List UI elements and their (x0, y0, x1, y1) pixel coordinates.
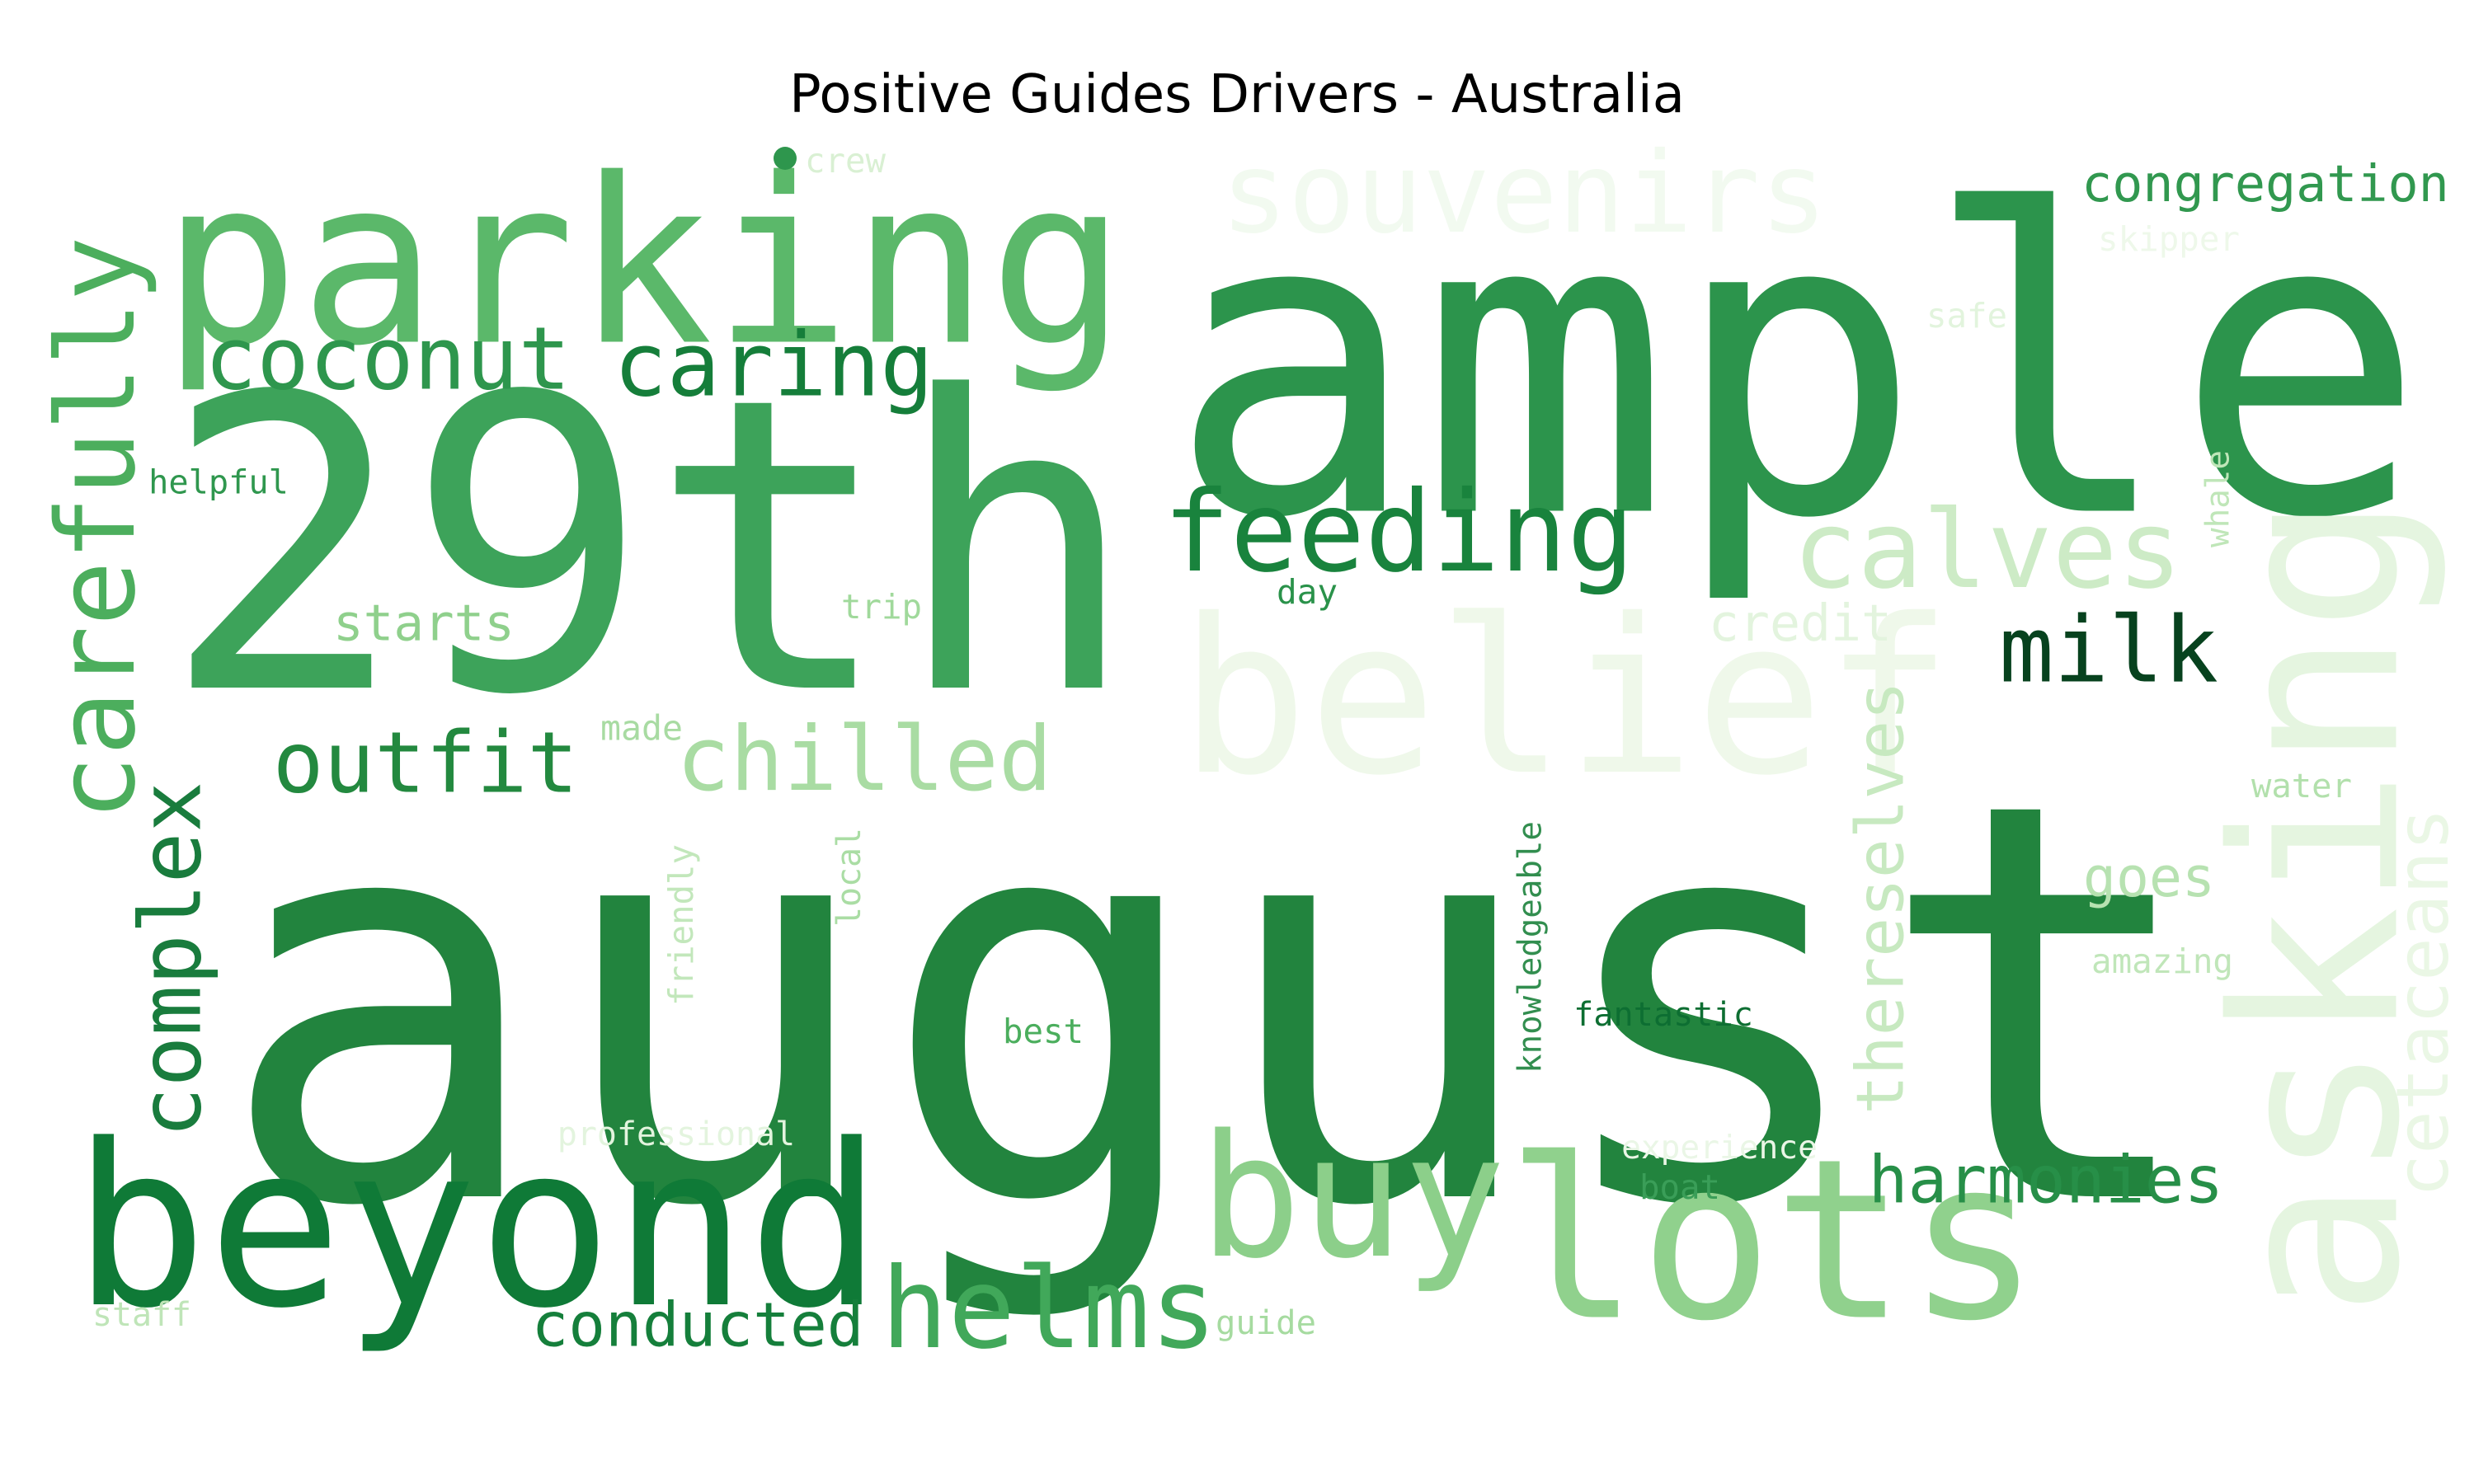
word-goes: goes (2083, 845, 2215, 909)
word-complex: complex (123, 782, 221, 1138)
word-souvenirs: souvenirs (1221, 129, 1827, 259)
word-conducted: conducted (531, 1289, 863, 1361)
word-helms: helms (881, 1243, 1217, 1374)
word-starts: starts (333, 594, 515, 653)
word-congregation: congregation (2081, 154, 2449, 214)
word-asking: asking (2186, 495, 2451, 1317)
word-local: local (830, 828, 868, 927)
word-dot (774, 147, 797, 170)
word-lots: lots (1506, 1112, 2040, 1370)
word-outfit: outfit (273, 715, 579, 813)
word-ample: ample (1168, 123, 2426, 610)
word-safe: safe (1926, 296, 2007, 336)
word-professional: professional (557, 1115, 795, 1153)
word-amazing: amazing (2091, 942, 2233, 981)
word-guide: guide (1216, 1303, 1316, 1342)
word-fantastic: fantastic (1573, 996, 1753, 1034)
word-water: water (2251, 766, 2352, 805)
word-helpful: helpful (148, 463, 289, 502)
word-calves: calves (1793, 487, 2182, 613)
word-best: best (1003, 1012, 1084, 1051)
word-day: day (1277, 572, 1338, 612)
word-harmonies: harmonies (1869, 1142, 2224, 1219)
word-buy: buy (1199, 1098, 1506, 1296)
chart-title: Positive Guides Drivers - Australia (789, 64, 1685, 125)
word-experience: experience (1621, 1129, 1818, 1167)
word-milk: milk (1999, 598, 2218, 704)
word-29th: 29th (162, 312, 1138, 783)
word-chilled: chilled (676, 707, 1052, 811)
word-feeding: feeding (1163, 467, 1634, 598)
word-boat: boat (1639, 1167, 1720, 1207)
word-parking: parking (162, 130, 1126, 397)
word-credit: credit (1709, 594, 1892, 653)
word-belief: belief (1179, 574, 1953, 823)
word-skipper: skipper (2098, 219, 2240, 259)
word-beyond: beyond (73, 1097, 882, 1358)
word-friendly: friendly (661, 844, 701, 1006)
word-made: made (600, 708, 683, 749)
word-whale: whale (2200, 450, 2237, 547)
word-coconut: coconut (205, 308, 571, 410)
word-staff: staff (92, 1296, 191, 1334)
word-caring: caring (614, 314, 934, 417)
word-thereselves: thereselves (1842, 681, 1919, 1115)
word-august: august (216, 685, 2207, 1327)
word-carefully: carefully (34, 237, 159, 821)
word-trip: trip (841, 587, 922, 627)
word-knowledgeable: knowledgeable (1512, 821, 1550, 1073)
word-cetaceans: cetaceans (2381, 808, 2465, 1197)
word-crew: crew (805, 141, 886, 181)
